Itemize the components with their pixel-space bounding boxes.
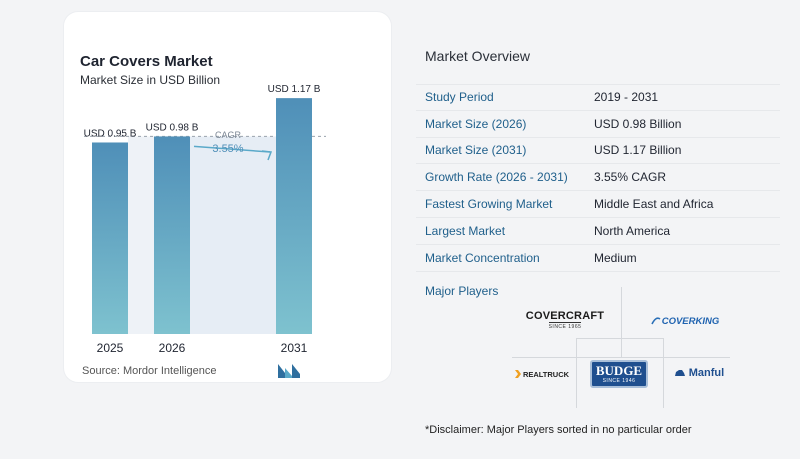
mordor-logo-icon bbox=[278, 364, 300, 378]
overview-row-label: Largest Market bbox=[425, 223, 506, 238]
overview-row-value: 3.55% CAGR bbox=[594, 170, 667, 185]
source-text: Source: Mordor Intelligence bbox=[82, 365, 217, 377]
x-tick-label: 2026 bbox=[159, 341, 186, 355]
bar-chart: USD 0.95 B 2025 USD 0.98 B 2026 USD 1.17 B 20… bbox=[84, 84, 326, 355]
overview-row: Largest Market North America bbox=[416, 218, 780, 245]
overview-row-value: USD 0.98 Billion bbox=[594, 116, 682, 131]
cagr-value: 3.55% bbox=[212, 143, 243, 155]
cagr-arrow bbox=[193, 145, 271, 153]
realtruck-logo-text: REALTRUCK bbox=[522, 369, 570, 379]
growth-region bbox=[128, 136, 154, 334]
cagr-arrow-head bbox=[261, 150, 273, 161]
bar-2025 bbox=[92, 142, 128, 334]
cagr-label: CAGR bbox=[215, 130, 242, 140]
x-tick-label: 2031 bbox=[281, 341, 308, 355]
overview-row-value: Middle East and Africa bbox=[594, 197, 714, 212]
budge-logo-text: BUDGE bbox=[595, 363, 643, 378]
overview-row-label: Fastest Growing Market bbox=[425, 197, 553, 212]
players-divider bbox=[621, 287, 622, 357]
overview-row: Growth Rate (2026 - 2031) 3.55% CAGR bbox=[416, 164, 780, 192]
manful-logo: Manful bbox=[668, 364, 730, 382]
overview-row-label: Study Period bbox=[425, 90, 494, 105]
overview-row-value: North America bbox=[594, 223, 671, 238]
players-divider bbox=[663, 338, 664, 408]
players-title: Major Players bbox=[425, 284, 499, 298]
chart-title: Car Covers Market bbox=[80, 53, 213, 70]
covercraft-logo-subtext: SINCE 1965 bbox=[548, 322, 582, 330]
manful-car-icon bbox=[674, 370, 685, 376]
overview-row: Market Size (2026) USD 0.98 Billion bbox=[416, 111, 780, 138]
chart-card: Car Covers Market Market Size in USD Bil… bbox=[64, 12, 391, 382]
bar-2026 bbox=[154, 136, 190, 334]
manful-logo-text: Manful bbox=[688, 367, 725, 379]
players-divider bbox=[576, 338, 577, 408]
budge-logo-subtext: SINCE 1946 bbox=[602, 378, 636, 384]
players-divider bbox=[512, 357, 730, 358]
overview-row-value: USD 1.17 Billion bbox=[594, 143, 682, 158]
x-tick-label: 2025 bbox=[97, 341, 124, 355]
overview-row-label: Market Size (2026) bbox=[425, 116, 527, 131]
bar-2031 bbox=[276, 98, 312, 335]
overview-row: Market Concentration Medium bbox=[416, 245, 780, 272]
overview-row-label: Market Concentration bbox=[425, 250, 540, 265]
overview-row-value: 2019 - 2031 bbox=[594, 90, 659, 105]
data-label: USD 0.98 B bbox=[146, 122, 199, 133]
coverking-logo-text: COVERKING bbox=[661, 315, 720, 327]
players-divider bbox=[576, 338, 664, 339]
overview-title: Market Overview bbox=[425, 48, 531, 64]
overview-row-label: Growth Rate (2026 - 2031) bbox=[425, 170, 568, 185]
data-label: USD 1.17 B bbox=[268, 84, 321, 95]
growth-region bbox=[190, 136, 276, 334]
overview-table: Study Period 2019 - 2031 Market Size (2026… bbox=[416, 84, 780, 272]
realtruck-logo: REALTRUCK bbox=[512, 366, 572, 382]
data-label: USD 0.95 B bbox=[84, 128, 137, 139]
covercraft-logo-text: COVERCRAFT bbox=[525, 310, 605, 322]
coverking-swoosh-icon bbox=[651, 317, 661, 325]
overview-row: Market Size (2031) USD 1.17 Billion bbox=[416, 138, 780, 165]
covercraft-logo: COVERCRAFT SINCE 1965 bbox=[518, 308, 612, 332]
overview-row-value: Medium bbox=[594, 250, 637, 265]
overview-row-label: Market Size (2031) bbox=[425, 143, 527, 158]
chart-subtitle: Market Size in USD Billion bbox=[80, 73, 221, 87]
overview-row: Fastest Growing Market Middle East and Af… bbox=[416, 191, 780, 218]
budge-logo: BUDGE SINCE 1946 bbox=[590, 360, 648, 388]
realtruck-chevron-icon bbox=[514, 370, 521, 378]
coverking-logo: COVERKING bbox=[640, 312, 730, 330]
disclaimer-text: *Disclaimer: Major Players sorted in no … bbox=[425, 424, 692, 436]
overview-row: Study Period 2019 - 2031 bbox=[416, 84, 780, 111]
